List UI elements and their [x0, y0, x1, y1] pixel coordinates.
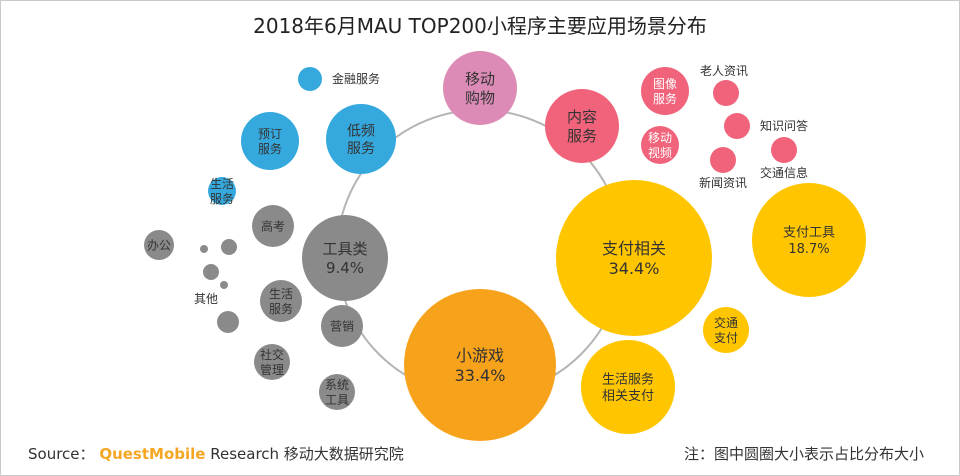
bubble-mark-sub-0-2 — [703, 307, 749, 353]
others-dot-1 — [221, 239, 237, 255]
bubble-label-sub-0-1: 生活服务相关支付 — [602, 372, 654, 404]
bubble-main-2-0: 工具类 9.4% — [302, 215, 388, 301]
bubble-label-sub-2-0: 高考 — [261, 218, 285, 233]
bubble-main-5-0: 内容服务 — [545, 89, 619, 163]
others-dot-2 — [220, 281, 228, 289]
bubble-sub-2-5: 社交管理 — [254, 344, 290, 380]
bubble-main-4-0: 移动购物 — [443, 51, 517, 125]
bubble-main-0-0: 支付相关 34.4% — [556, 180, 712, 336]
bubble-mark-main-0-0 — [556, 180, 712, 336]
bubble-mark-sub-2-1 — [144, 230, 174, 260]
bubble-mark-main-5-0 — [545, 89, 619, 163]
bubble-label-main-1-0: 小游戏 33.4% — [455, 346, 506, 385]
bubble-label-sub-3-0: 金融服务 — [332, 71, 380, 86]
source-label: Source： — [28, 445, 95, 463]
bubble-label-main-5-0: 内容服务 — [567, 108, 597, 145]
bubble-main-3-0: 低频服务 — [326, 104, 396, 174]
bubble-label-sub-2-5: 社交管理 — [260, 347, 284, 377]
bubble-sub-2-0: 高考 — [252, 205, 294, 247]
bubble-sub-3-0: 金融服务 — [298, 67, 380, 91]
bubble-mark-sub-0-1 — [581, 340, 675, 434]
bubble-mark-sub-3-0 — [298, 67, 322, 91]
bubble-mark-sub-5-3 — [724, 113, 750, 139]
bubble-mark-sub-5-2 — [713, 80, 739, 106]
bubble-label-sub-3-1: 预订服务 — [258, 127, 282, 156]
bubble-mark-sub-2-0 — [252, 205, 294, 247]
bubble-label-main-0-0: 支付相关 34.4% — [602, 239, 666, 278]
bubble-sub-3-1: 预订服务 — [241, 112, 299, 170]
bubble-sub-5-1: 移动视频 — [641, 126, 679, 164]
bubble-label-main-4-0: 移动购物 — [465, 70, 495, 107]
bubble-sub-0-2: 交通支付 — [703, 307, 749, 353]
source-credit: Source： QuestMobile Research 移动大数据研究院 — [28, 443, 404, 464]
others-dot-0 — [200, 245, 208, 253]
bubble-sub-2-4: 营销 — [321, 305, 363, 347]
bubble-label-sub-0-0: 支付工具 18.7% — [783, 226, 835, 257]
bubble-mark-sub-3-1 — [241, 112, 299, 170]
bubble-mark-main-2-0 — [302, 215, 388, 301]
bubble-label-sub-5-0: 图像服务 — [653, 77, 677, 106]
bubble-sub-2-3: 生活服务 — [260, 280, 302, 322]
bubble-mark-sub-2-6 — [319, 374, 355, 410]
source-rest: Research 移动大数据研究院 — [210, 445, 404, 463]
bubble-sub-5-0: 图像服务 — [641, 67, 689, 115]
bubble-label-sub-2-4: 营销 — [330, 319, 354, 333]
bubble-sub-5-5: 新闻资讯 — [699, 147, 747, 190]
bubble-label-main-2-0: 工具类 9.4% — [322, 240, 367, 277]
bubble-label-sub-5-4: 交通信息 — [760, 165, 808, 180]
bubble-label-sub-5-5: 新闻资讯 — [699, 175, 747, 190]
bubble-mark-main-3-0 — [326, 104, 396, 174]
brand-logo-text: QuestMobile — [99, 445, 206, 463]
bubble-mark-sub-2-5 — [254, 344, 290, 380]
chart-title: 2018年6月MAU TOP200小程序主要应用场景分布 — [253, 14, 707, 38]
bubble-mark-sub-0-0 — [752, 183, 866, 297]
bubble-mark-sub-5-1 — [641, 126, 679, 164]
bubble-label-sub-3-2: 生活服务 — [210, 177, 234, 206]
bubble-sub-2-6: 系统工具 — [319, 374, 355, 410]
others-dot-3 — [217, 311, 239, 333]
bubble-sub-0-1: 生活服务相关支付 — [581, 340, 675, 434]
bubble-mark-sub-2-2 — [203, 264, 219, 280]
bubble-label-sub-5-3: 知识问答 — [760, 118, 808, 133]
bubble-mark-sub-2-4 — [321, 305, 363, 347]
bubble-label-sub-5-1: 移动视频 — [648, 131, 672, 160]
bubble-sub-3-2: 生活服务 — [208, 177, 236, 206]
bubble-mark-sub-2-3 — [260, 280, 302, 322]
bubble-label-sub-2-2: 其他 — [194, 292, 218, 306]
bubble-sub-2-1: 办公 — [144, 230, 174, 260]
bubble-label-sub-0-2: 交通支付 — [714, 315, 738, 345]
bubble-sub-5-3: 知识问答 — [724, 113, 808, 139]
bubble-main-1-0: 小游戏 33.4% — [404, 289, 556, 441]
bubble-mark-main-4-0 — [443, 51, 517, 125]
bubble-label-sub-5-2: 老人资讯 — [700, 64, 748, 78]
bubble-sub-2-2: 其他 — [194, 239, 239, 333]
bubble-label-main-3-0: 低频服务 — [347, 123, 375, 157]
size-note: 注：图中圆圈大小表示占比分布大小 — [683, 445, 924, 463]
bubble-sub-0-0: 支付工具 18.7% — [752, 183, 866, 297]
bubble-mark-sub-5-5 — [710, 147, 736, 173]
bubble-mark-sub-5-0 — [641, 67, 689, 115]
bubble-sub-5-2: 老人资讯 — [700, 64, 748, 106]
bubble-label-sub-2-6: 系统工具 — [325, 378, 349, 407]
bubble-mark-main-1-0 — [404, 289, 556, 441]
bubble-label-sub-2-1: 办公 — [147, 237, 171, 252]
bubble-label-sub-2-3: 生活服务 — [269, 287, 293, 316]
bubble-sub-5-4: 交通信息 — [760, 137, 808, 180]
bubble-mark-sub-5-4 — [771, 137, 797, 163]
bubble-mark-sub-3-2 — [208, 177, 236, 205]
